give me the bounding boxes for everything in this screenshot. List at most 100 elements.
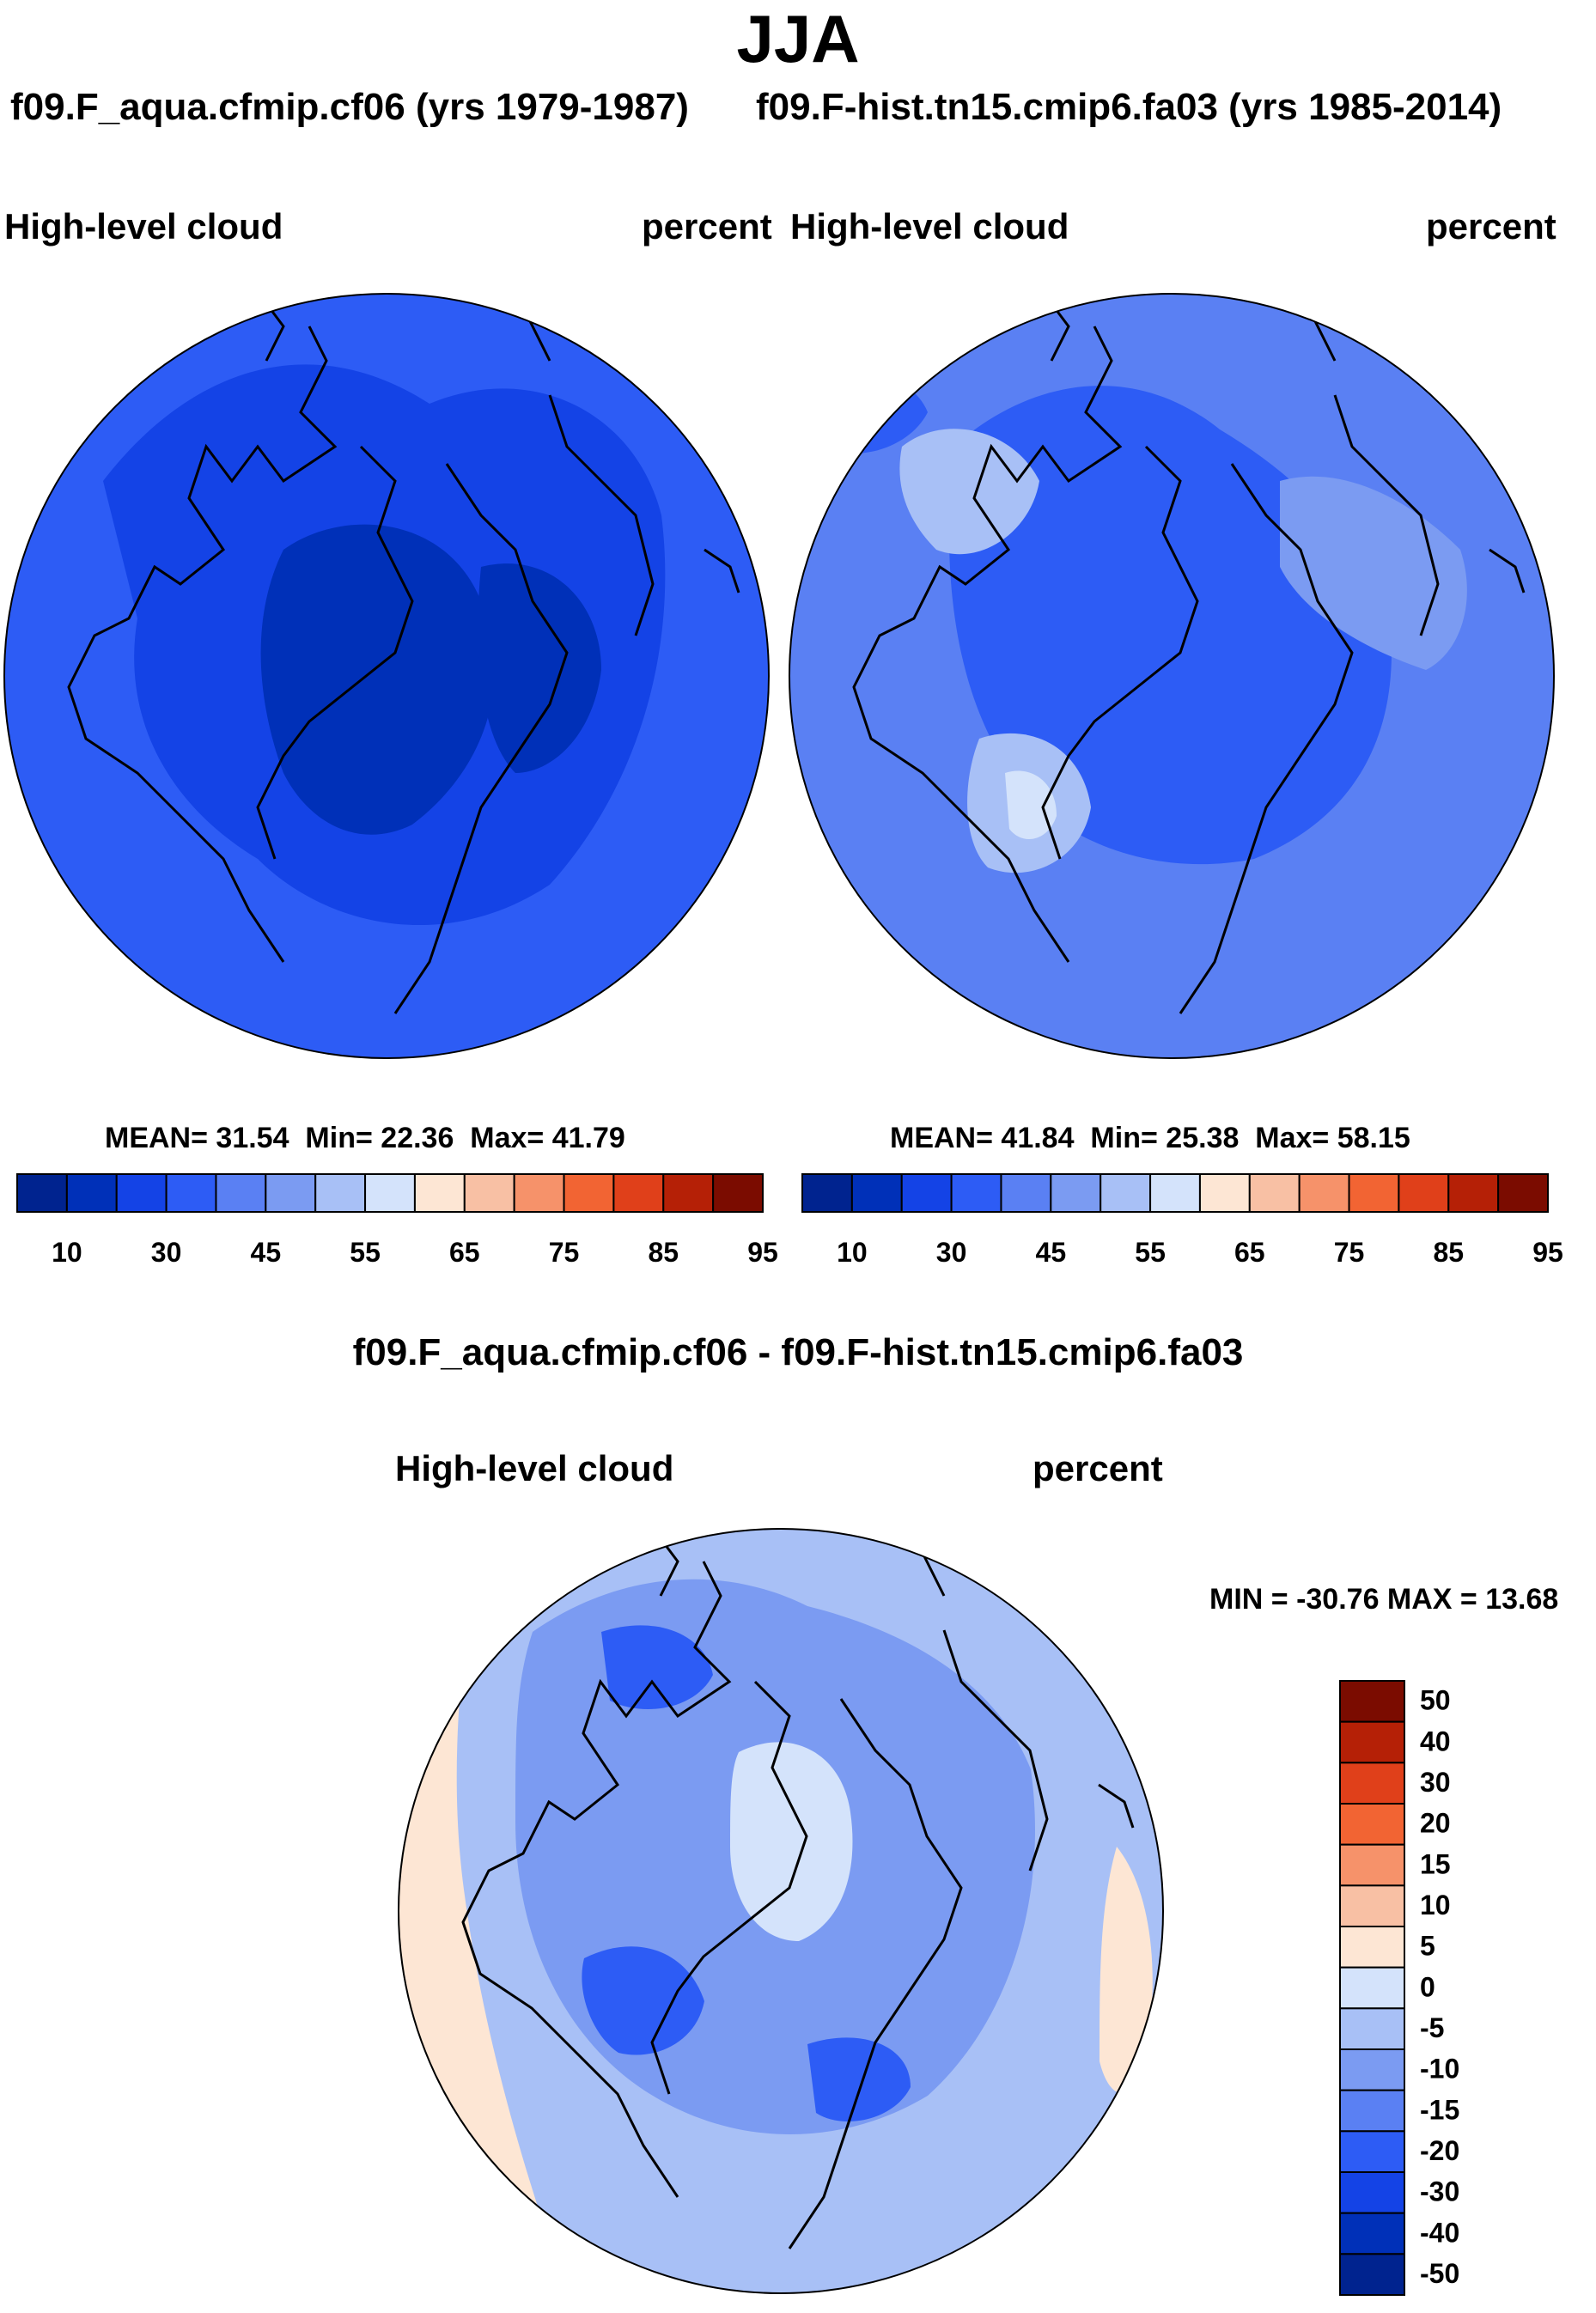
right-panel-title: f09.F-hist.tn15.cmip6.fa03 (yrs 1985-201… xyxy=(756,86,1502,128)
right-map-region-high-1 xyxy=(899,429,1039,555)
diff-colorbar-tick-label: -20 xyxy=(1420,2135,1459,2166)
diff-colorbar-tick-label: 20 xyxy=(1420,1808,1451,1839)
left-colorbar-box xyxy=(413,1173,466,1213)
diff-colorbar-tick-label: 5 xyxy=(1420,1931,1435,1962)
left-map-region-low xyxy=(260,524,495,835)
diff-colorbar-tick-label: 10 xyxy=(1420,1890,1451,1920)
right-variable-label: High-level cloud xyxy=(790,206,1069,247)
right-colorbar-box xyxy=(1447,1173,1500,1213)
diff-colorbar-box xyxy=(1339,1720,1405,1764)
left-colorbar-box xyxy=(612,1173,665,1213)
figure-title: JJA xyxy=(736,1,860,76)
diff-map-region-low-1 xyxy=(582,1946,704,2055)
diff-colorbar-box xyxy=(1339,1803,1405,1846)
right-map-region-high-3 xyxy=(1280,476,1467,670)
left-colorbar-box xyxy=(265,1173,317,1213)
left-colorbar-tick-label: 75 xyxy=(549,1237,580,1268)
left-variable-label: High-level cloud xyxy=(4,206,283,247)
left-colorbar-tick-label: 45 xyxy=(251,1237,282,1268)
right-units-label: percent xyxy=(1426,206,1556,247)
diff-colorbar-box xyxy=(1339,1926,1405,1969)
diff-colorbar-box xyxy=(1339,2130,1405,2173)
diff-map xyxy=(399,1529,1163,2293)
left-map xyxy=(4,294,769,1058)
right-colorbar-tick-label: 95 xyxy=(1532,1237,1563,1268)
diff-colorbar-box xyxy=(1339,2171,1405,2214)
left-stats: MEAN= 31.54 Min= 22.36 Max= 41.79 xyxy=(105,1122,625,1154)
left-map-border xyxy=(3,293,770,1059)
right-colorbar-tick-label: 10 xyxy=(837,1237,868,1268)
diff-colorbar-box xyxy=(1339,2048,1405,2091)
left-colorbar-tick-label: 30 xyxy=(151,1237,182,1268)
diff-colorbar-box xyxy=(1339,1843,1405,1887)
diff-units-label: percent xyxy=(1033,1448,1163,1488)
left-colorbar-tick-label: 55 xyxy=(350,1237,381,1268)
diff-colorbar-tick-label: -5 xyxy=(1420,2012,1444,2043)
diff-colorbar-tick-label: 50 xyxy=(1420,1685,1451,1716)
diff-map-region-low-2 xyxy=(601,1625,713,1709)
left-colorbar-tick-label: 95 xyxy=(747,1237,778,1268)
diff-colorbar-box xyxy=(1339,1966,1405,2010)
diff-colorbar-tick-label: -15 xyxy=(1420,2094,1459,2125)
right-colorbar-box xyxy=(1100,1173,1152,1213)
diff-map-region-near-zero xyxy=(730,1742,853,1941)
diff-colorbar-box xyxy=(1339,2253,1405,2296)
diff-map-border xyxy=(398,1528,1164,2294)
right-colorbar-box xyxy=(1198,1173,1251,1213)
left-colorbar-box xyxy=(65,1173,118,1213)
diff-colorbar-box xyxy=(1339,2089,1405,2133)
left-colorbar-box xyxy=(513,1173,565,1213)
right-colorbar-box xyxy=(1348,1173,1400,1213)
left-colorbar-box xyxy=(712,1173,764,1213)
right-colorbar-box xyxy=(950,1173,1002,1213)
diff-colorbar-box xyxy=(1339,1762,1405,1805)
diff-colorbar-tick-label: -30 xyxy=(1420,2176,1459,2207)
diff-map-region-low-3 xyxy=(807,2037,911,2121)
diff-colorbar-tick-label: -40 xyxy=(1420,2217,1459,2248)
left-colorbar-tick-label: 65 xyxy=(449,1237,480,1268)
left-panel-title: f09.F_aqua.cfmip.cf06 (yrs 1979-1987) xyxy=(10,86,689,128)
left-colorbar-box xyxy=(215,1173,267,1213)
diff-colorbar-tick-label: 30 xyxy=(1420,1767,1451,1798)
left-colorbar-box xyxy=(662,1173,715,1213)
right-colorbar-box xyxy=(1298,1173,1350,1213)
diff-title: f09.F_aqua.cfmip.cf06 - f09.F-hist.tn15.… xyxy=(352,1331,1244,1373)
right-colorbar-box xyxy=(850,1173,903,1213)
left-colorbar-box xyxy=(16,1173,68,1213)
right-colorbar-tick-label: 75 xyxy=(1334,1237,1365,1268)
left-map-coastlines xyxy=(67,294,740,1014)
right-map xyxy=(789,294,1554,1058)
left-colorbar-box xyxy=(115,1173,168,1213)
diff-variable-label: High-level cloud xyxy=(395,1448,674,1488)
right-colorbar-tick-label: 85 xyxy=(1433,1237,1464,1268)
right-map-region-highest xyxy=(1005,770,1057,839)
left-colorbar-box xyxy=(563,1173,615,1213)
right-colorbar-box xyxy=(1050,1173,1102,1213)
right-map-coastlines xyxy=(852,294,1526,1014)
left-colorbar-box xyxy=(463,1173,515,1213)
right-colorbar-tick-label: 30 xyxy=(936,1237,967,1268)
right-map-border xyxy=(789,293,1555,1059)
right-colorbar-box xyxy=(1149,1173,1201,1213)
right-colorbar-box xyxy=(1497,1173,1549,1213)
left-colorbar-box xyxy=(364,1173,416,1213)
diff-colorbar-tick-label: 40 xyxy=(1420,1726,1451,1756)
right-colorbar-tick-label: 55 xyxy=(1135,1237,1166,1268)
diff-colorbar-box xyxy=(1339,1680,1405,1723)
left-map-region-low-2 xyxy=(478,563,601,773)
diff-colorbar-tick-label: 15 xyxy=(1420,1848,1451,1879)
diff-colorbar-box xyxy=(1339,2212,1405,2255)
right-colorbar-box xyxy=(1398,1173,1450,1213)
diff-colorbar-tick-label: 0 xyxy=(1420,1971,1435,2002)
right-colorbar-box xyxy=(1248,1173,1301,1213)
diff-colorbar-box xyxy=(1339,2007,1405,2050)
right-colorbar-box xyxy=(1000,1173,1052,1213)
diff-colorbar-box xyxy=(1339,1884,1405,1927)
left-units-label: percent xyxy=(642,206,772,247)
diff-colorbar-tick-label: -10 xyxy=(1420,2054,1459,2085)
left-colorbar-box xyxy=(314,1173,367,1213)
left-colorbar-box xyxy=(165,1173,217,1213)
right-colorbar-box xyxy=(801,1173,853,1213)
